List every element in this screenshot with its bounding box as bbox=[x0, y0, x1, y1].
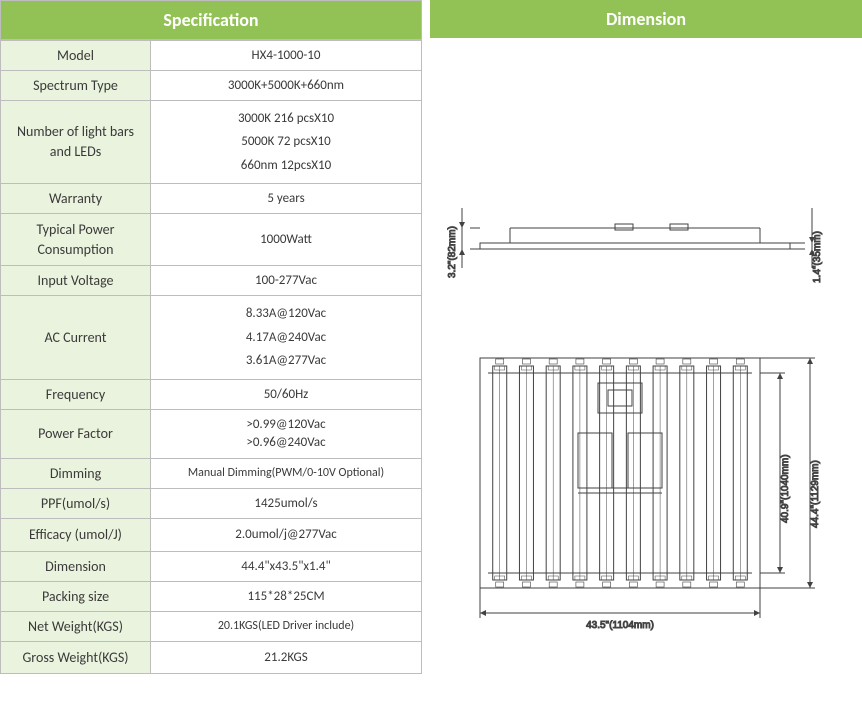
table-row: Warranty 5 years bbox=[1, 184, 422, 214]
spec-table: Model HX4-1000-10 Spectrum Type 3000K+50… bbox=[0, 40, 422, 674]
spec-label: AC Current bbox=[1, 296, 151, 379]
table-row: Frequency 50/60Hz bbox=[1, 379, 422, 409]
spec-label: Efficacy (umol/J) bbox=[1, 518, 151, 551]
dim-side-thickness: 1.4"(35mm) bbox=[812, 231, 823, 283]
spec-label: Dimming bbox=[1, 458, 151, 488]
table-row: PPF(umol/s) 1425umol/s bbox=[1, 488, 422, 518]
spec-value: 100-277Vac bbox=[151, 266, 422, 296]
spec-value: >0.99@120Vac >0.96@240Vac bbox=[151, 409, 422, 458]
spec-value: 1425umol/s bbox=[151, 488, 422, 518]
ac-line: 4.17A@240Vac bbox=[155, 326, 417, 349]
spec-value: 1000Watt bbox=[151, 214, 422, 266]
leds-line: 660nm 12pcsX10 bbox=[155, 154, 417, 177]
table-row: Net Weight(KGS) 20.1KGS(LED Driver inclu… bbox=[1, 611, 422, 641]
spec-value: 2.0umol/j@277Vac bbox=[151, 518, 422, 551]
spec-value: 5 years bbox=[151, 184, 422, 214]
page-root: Specification Model HX4-1000-10 Spectrum… bbox=[0, 0, 862, 727]
dim-side-height: 3.2"(82mm) bbox=[447, 226, 458, 278]
spec-value: 44.4"x43.5"x1.4" bbox=[151, 551, 422, 581]
table-row: Dimension 44.4"x43.5"x1.4" bbox=[1, 551, 422, 581]
spec-label: Packing size bbox=[1, 581, 151, 611]
spec-value: 3000K+5000K+660nm bbox=[151, 71, 422, 101]
table-row: Typical Power Consumption 1000Watt bbox=[1, 214, 422, 266]
dim-inner-height: 40.9"(1040mm) bbox=[780, 454, 791, 523]
spec-label: Dimension bbox=[1, 551, 151, 581]
spec-label: Spectrum Type bbox=[1, 71, 151, 101]
pf-line: >0.99@120Vac bbox=[155, 416, 417, 434]
technical-drawing: 3.2"(82mm) 1.4"(35mm) bbox=[430, 38, 862, 678]
table-row: Power Factor >0.99@120Vac >0.96@240Vac bbox=[1, 409, 422, 458]
spec-label: Number of light bars and LEDs bbox=[1, 101, 151, 184]
spec-value: 8.33A@120Vac 4.17A@240Vac 3.61A@277Vac bbox=[151, 296, 422, 379]
drawing-svg: 3.2"(82mm) 1.4"(35mm) bbox=[430, 38, 862, 678]
spec-value: 21.2KGS bbox=[151, 641, 422, 674]
dim-overall-height: 44.4"(1129mm) bbox=[810, 460, 821, 528]
table-row: Number of light bars and LEDs 3000K 216 … bbox=[1, 101, 422, 184]
table-row: Gross Weight(KGS) 21.2KGS bbox=[1, 641, 422, 674]
dimension-panel: Dimension bbox=[430, 0, 862, 727]
pf-line: >0.96@240Vac bbox=[155, 434, 417, 452]
table-row: Dimming Manual Dimming(PWM/0-10V Optiona… bbox=[1, 458, 422, 488]
spec-label: Input Voltage bbox=[1, 266, 151, 296]
ac-line: 3.61A@277Vac bbox=[155, 349, 417, 372]
specification-panel: Specification Model HX4-1000-10 Spectrum… bbox=[0, 0, 430, 727]
spec-value: 115*28*25CM bbox=[151, 581, 422, 611]
spec-label: Gross Weight(KGS) bbox=[1, 641, 151, 674]
spec-value: 20.1KGS(LED Driver include) bbox=[151, 611, 422, 641]
spec-value: 50/60Hz bbox=[151, 379, 422, 409]
spec-value: HX4-1000-10 bbox=[151, 41, 422, 71]
spec-label: Net Weight(KGS) bbox=[1, 611, 151, 641]
leds-line: 5000K 72 pcsX10 bbox=[155, 130, 417, 153]
spec-value: 3000K 216 pcsX10 5000K 72 pcsX10 660nm 1… bbox=[151, 101, 422, 184]
table-row: Efficacy (umol/J) 2.0umol/j@277Vac bbox=[1, 518, 422, 551]
spec-label: Typical Power Consumption bbox=[1, 214, 151, 266]
table-row: Spectrum Type 3000K+5000K+660nm bbox=[1, 71, 422, 101]
table-row: Model HX4-1000-10 bbox=[1, 41, 422, 71]
plan-view: 43.5"(1104mm) 40.9"(1040mm) bbox=[480, 358, 821, 631]
spec-label: Power Factor bbox=[1, 409, 151, 458]
dim-width: 43.5"(1104mm) bbox=[586, 620, 654, 631]
spec-header: Specification bbox=[0, 0, 422, 40]
ac-line: 8.33A@120Vac bbox=[155, 302, 417, 325]
spec-label: Warranty bbox=[1, 184, 151, 214]
spec-label: PPF(umol/s) bbox=[1, 488, 151, 518]
dim-header: Dimension bbox=[430, 0, 862, 38]
leds-line: 3000K 216 pcsX10 bbox=[155, 107, 417, 130]
spec-value: Manual Dimming(PWM/0-10V Optional) bbox=[151, 458, 422, 488]
table-row: Packing size 115*28*25CM bbox=[1, 581, 422, 611]
spec-label: Model bbox=[1, 41, 151, 71]
spec-label: Frequency bbox=[1, 379, 151, 409]
table-row: Input Voltage 100-277Vac bbox=[1, 266, 422, 296]
table-row: AC Current 8.33A@120Vac 4.17A@240Vac 3.6… bbox=[1, 296, 422, 379]
side-elevation: 3.2"(82mm) 1.4"(35mm) bbox=[447, 208, 823, 283]
